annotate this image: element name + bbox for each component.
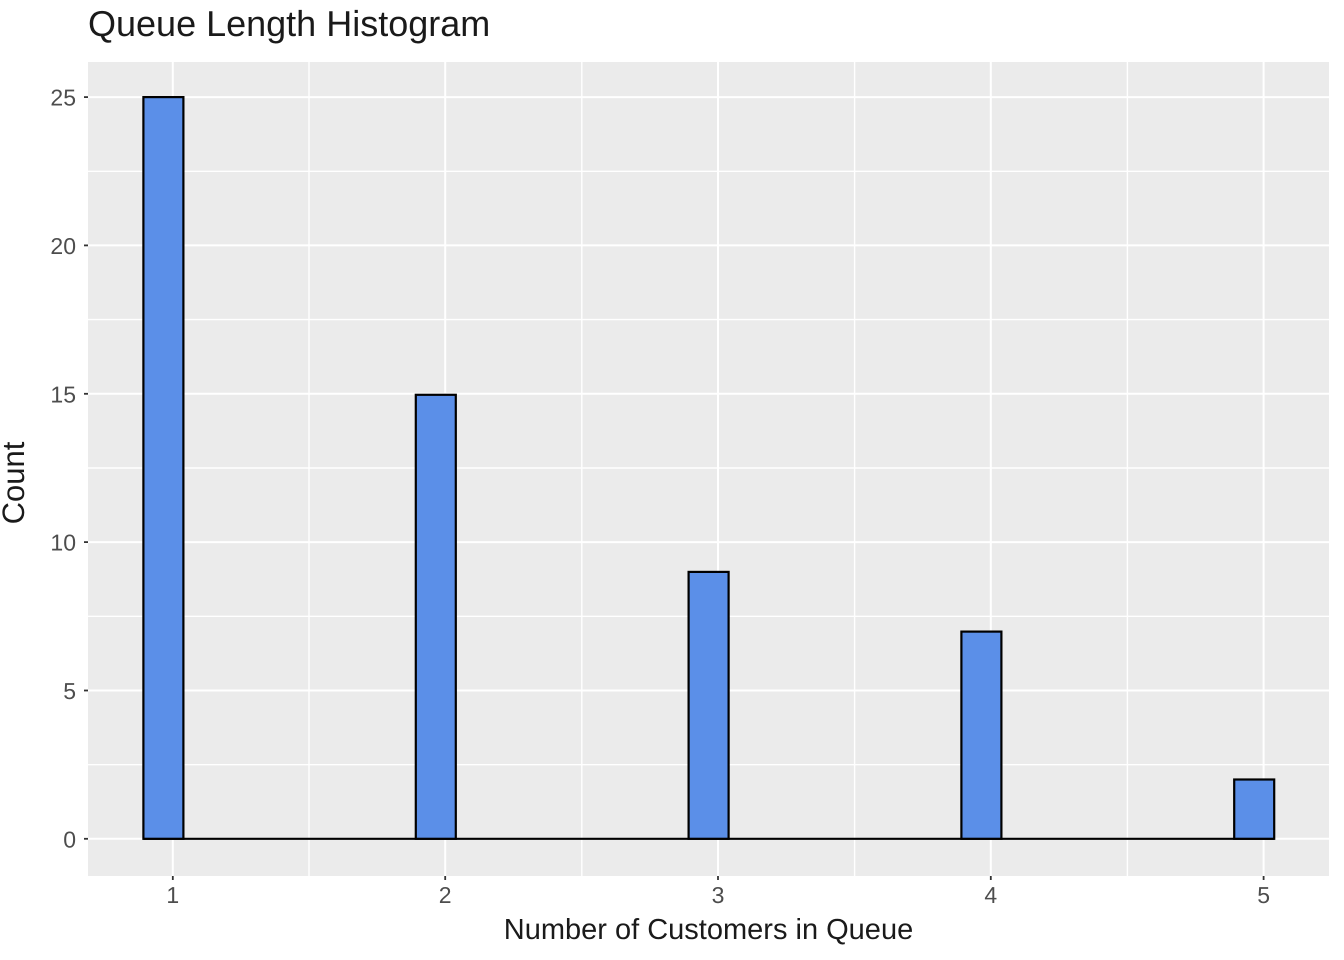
svg-text:20: 20: [50, 233, 76, 259]
svg-text:1: 1: [166, 882, 179, 908]
svg-text:25: 25: [50, 85, 76, 111]
svg-text:0: 0: [63, 826, 76, 852]
svg-text:2: 2: [439, 882, 452, 908]
svg-text:10: 10: [50, 530, 76, 556]
svg-text:5: 5: [63, 678, 76, 704]
svg-text:5: 5: [1257, 882, 1270, 908]
svg-text:4: 4: [984, 882, 997, 908]
svg-text:Count: Count: [0, 441, 31, 524]
svg-text:Number of Customers in Queue: Number of Customers in Queue: [504, 914, 913, 946]
svg-text:15: 15: [50, 381, 76, 407]
svg-text:3: 3: [712, 882, 725, 908]
